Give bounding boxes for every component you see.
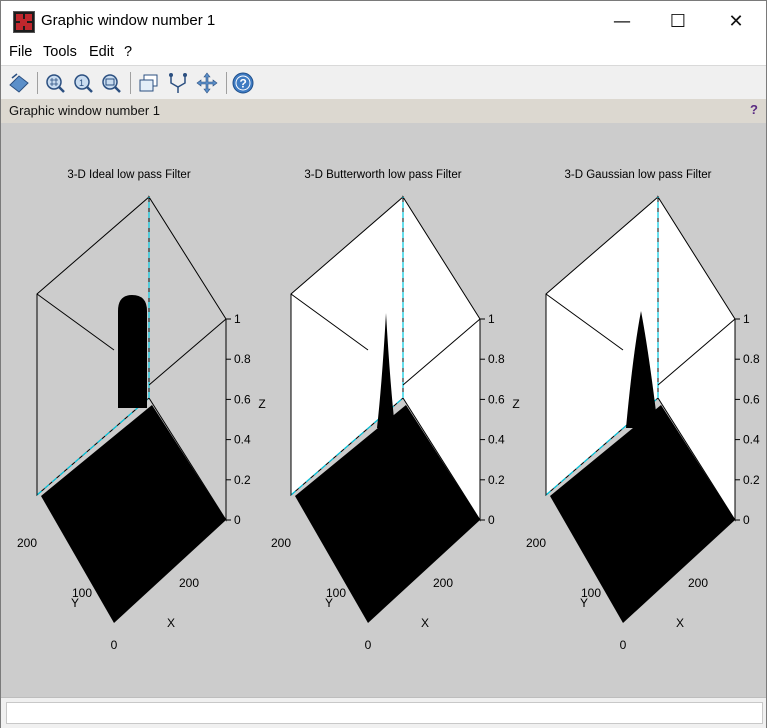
z-tick-label: 0.4 (488, 433, 505, 447)
back-diagonal (402, 318, 481, 386)
svg-text:?: ? (240, 77, 247, 91)
z-tick-label: 1 (234, 312, 241, 326)
pan-icon[interactable] (195, 71, 219, 95)
datatip-icon[interactable] (166, 71, 190, 95)
title-bar: Graphic window number 1 — ☐ ✕ (1, 1, 766, 41)
back-diagonal (545, 293, 624, 351)
toolbar-separator (130, 72, 131, 94)
minimize-button[interactable]: — (613, 10, 631, 32)
x-tick-label: 0 (365, 638, 372, 652)
z-tick-label: 0.6 (234, 392, 251, 406)
y-tick-label: 100 (326, 586, 346, 600)
y-axis-label: Y (71, 596, 79, 610)
surface-peak (118, 295, 147, 408)
plot-title: 3-D Ideal low pass Filter (67, 169, 191, 181)
z-tick-label: 0 (743, 513, 750, 527)
back-diagonal (148, 318, 227, 386)
zoom-reset-icon[interactable]: 1 (71, 71, 95, 95)
z-tick-label: 0.8 (743, 352, 760, 366)
z-tick-label: 0 (234, 513, 241, 527)
x-axis-label: X (167, 616, 175, 630)
scilab-app-icon (13, 11, 35, 33)
z-tick-label: 0.6 (488, 392, 505, 406)
x-tick-label: 200 (688, 576, 708, 590)
toolbar-separator (226, 72, 227, 94)
hidden-edge-base-left (36, 397, 150, 496)
x-tick-label: 0 (111, 638, 118, 652)
help-icon[interactable]: ? (231, 71, 255, 95)
info-help-button[interactable]: ? (750, 102, 758, 117)
z-tick-label: 0.2 (488, 473, 505, 487)
z-axis-label: Z (512, 397, 519, 411)
plot-ideal: 3-D Ideal low pass Filter 1 0.8 0.6 0.4 0.2 0 Z… (17, 169, 266, 652)
z-tick-label: 0.2 (234, 473, 251, 487)
toolbar-separator (37, 72, 38, 94)
back-diagonal (36, 293, 115, 351)
info-bar-text: Graphic window number 1 (9, 103, 161, 118)
surface-peak (626, 311, 658, 428)
close-button[interactable]: ✕ (728, 10, 744, 32)
surface-peak (377, 313, 395, 428)
z-tick-label: 0 (488, 513, 495, 527)
menu-bar: File Tools Edit ? (1, 41, 766, 65)
back-diagonal (657, 318, 736, 386)
z-tick-label: 0.6 (743, 392, 760, 406)
zoom-out-icon[interactable] (99, 71, 123, 95)
status-field (6, 702, 763, 724)
svg-text:1: 1 (79, 78, 84, 88)
plot-title: 3-D Butterworth low pass Filter (304, 169, 461, 181)
x-tick-label: 0 (620, 638, 627, 652)
y-axis-label: Y (325, 596, 333, 610)
window-title: Graphic window number 1 (41, 12, 216, 29)
y-axis-label: Y (580, 596, 588, 610)
x-tick-label: 200 (433, 576, 453, 590)
menu-edit[interactable]: Edit (89, 44, 114, 60)
surface-floor (295, 405, 480, 623)
y-tick-label: 100 (72, 586, 92, 600)
new-window-icon[interactable] (137, 71, 161, 95)
plots-area: 3-D Ideal low pass Filter 1 0.8 0.6 0.4 0.2 0 Z… (17, 169, 760, 652)
menu-tools[interactable]: Tools (43, 44, 77, 60)
surface-floor (41, 405, 226, 623)
z-tick-label: 1 (743, 312, 750, 326)
toolbar: 1 ? (1, 65, 766, 101)
plot-butterworth: 3-D Butterworth low pass Filter 1 0.8 0.6 0.… (271, 169, 520, 652)
y-tick-label: 200 (526, 536, 546, 550)
z-tick-label: 0.2 (743, 473, 760, 487)
z-tick-label: 1 (488, 312, 495, 326)
rotate-icon[interactable] (7, 71, 31, 95)
plot-gaussian: 3-D Gaussian low pass Filter 1 0.8 0.6 0.4 0.… (526, 169, 760, 652)
x-axis-label: X (421, 616, 429, 630)
x-axis-label: X (676, 616, 684, 630)
x-tick-label: 200 (179, 576, 199, 590)
z-tick-label: 0.4 (234, 433, 251, 447)
z-tick-label: 0.4 (743, 433, 760, 447)
z-axis-label: Z (258, 397, 265, 411)
back-diagonal (290, 293, 369, 351)
plot-title: 3-D Gaussian low pass Filter (565, 169, 712, 181)
maximize-button[interactable]: ☐ (669, 10, 687, 32)
z-tick-label: 0.8 (488, 352, 505, 366)
surface-floor (550, 405, 735, 623)
z-tick-label: 0.8 (234, 352, 251, 366)
status-bar (1, 697, 766, 728)
y-tick-label: 200 (271, 536, 291, 550)
graphic-canvas[interactable]: 3-D Ideal low pass Filter 1 0.8 0.6 0.4 0.2 0 Z… (1, 123, 766, 697)
y-tick-label: 100 (581, 586, 601, 600)
menu-help[interactable]: ? (124, 44, 133, 60)
info-bar: Graphic window number 1 ? (1, 99, 766, 123)
y-tick-label: 200 (17, 536, 37, 550)
zoom-region-icon[interactable] (43, 71, 67, 95)
menu-file[interactable]: File (9, 44, 33, 60)
